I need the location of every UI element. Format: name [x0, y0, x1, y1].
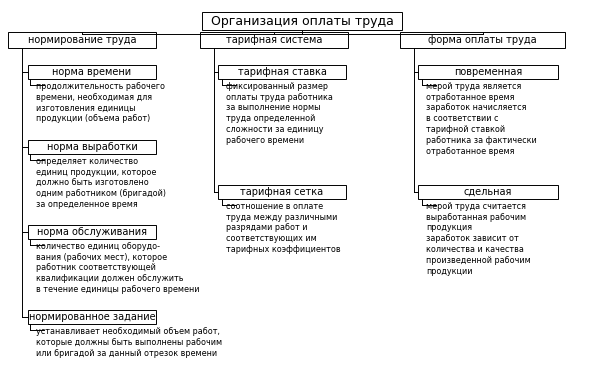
Text: фиксированный размер
оплаты труда работника
за выполнение нормы
труда определенн: фиксированный размер оплаты труда работн… [226, 82, 333, 145]
Text: повременная: повременная [454, 67, 522, 77]
Text: норма времени: норма времени [52, 67, 131, 77]
Text: форма оплаты труда: форма оплаты труда [428, 35, 537, 45]
Text: тарифная система: тарифная система [226, 35, 322, 45]
Text: соотношение в оплате
труда между различными
разрядами работ и
соответствующих им: соотношение в оплате труда между различн… [226, 202, 341, 254]
Text: продолжительность рабочего
времени, необходимая для
изготовления единицы
продукц: продолжительность рабочего времени, необ… [36, 82, 165, 123]
FancyBboxPatch shape [218, 65, 346, 79]
FancyBboxPatch shape [28, 225, 156, 239]
FancyBboxPatch shape [200, 32, 348, 48]
Text: тарифная сетка: тарифная сетка [241, 187, 324, 197]
FancyBboxPatch shape [28, 65, 156, 79]
FancyBboxPatch shape [28, 140, 156, 154]
FancyBboxPatch shape [218, 185, 346, 199]
FancyBboxPatch shape [418, 185, 558, 199]
Text: Организация оплаты труда: Организация оплаты труда [210, 14, 393, 27]
FancyBboxPatch shape [28, 310, 156, 324]
Text: мерой труда считается
выработанная рабочим
продукция
заработок зависит от
количе: мерой труда считается выработанная рабоч… [426, 202, 531, 276]
FancyBboxPatch shape [400, 32, 565, 48]
Text: нормированное задание: нормированное задание [29, 312, 156, 322]
Text: норма обслуживания: норма обслуживания [37, 227, 147, 237]
Text: сдельная: сдельная [464, 187, 512, 197]
Text: определяет количество
единиц продукции, которое
должно быть изготовлено
одним ра: определяет количество единиц продукции, … [36, 157, 166, 209]
Text: нормирование труда: нормирование труда [28, 35, 136, 45]
Text: мерой труда является
отработанное время
заработок начисляется
в соответствии с
т: мерой труда является отработанное время … [426, 82, 537, 155]
FancyBboxPatch shape [202, 12, 402, 30]
FancyBboxPatch shape [8, 32, 156, 48]
Text: количество единиц оборудо-
вания (рабочих мест), которое
работник соответствующе: количество единиц оборудо- вания (рабочи… [36, 242, 200, 294]
Text: устанавливает необходимый объем работ,
которые должны быть выполнены рабочим
или: устанавливает необходимый объем работ, к… [36, 327, 222, 358]
Text: тарифная ставка: тарифная ставка [238, 67, 326, 77]
FancyBboxPatch shape [418, 65, 558, 79]
Text: норма выработки: норма выработки [46, 142, 137, 152]
